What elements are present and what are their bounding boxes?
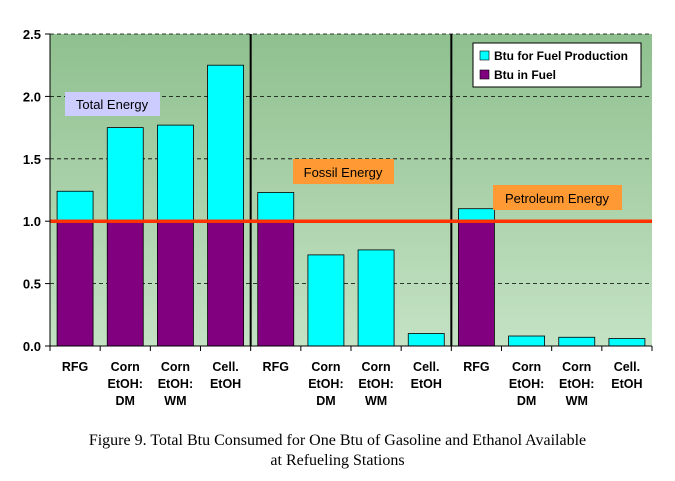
bar-btu-in-fuel	[257, 220, 295, 347]
y-tick-label: 0.0	[23, 339, 41, 354]
x-tick-label: Cell. EtOH	[411, 360, 442, 391]
bar-btu-in-fuel	[207, 220, 244, 347]
y-tick-label: 1.5	[23, 152, 41, 167]
annotation-total-energy: Total Energy	[65, 92, 160, 116]
x-tick-label: Corn EtOH: DM	[108, 360, 143, 408]
bar-btu-in-fuel	[157, 220, 194, 347]
legend-label-fuel: Btu in Fuel	[494, 68, 556, 82]
caption-line-2: at Refueling Stations	[270, 452, 405, 469]
y-tick-label: 1.0	[23, 214, 41, 229]
legend-swatch-fuel	[479, 69, 490, 80]
annotation-petroleum-energy: Petroleum Energy	[493, 185, 622, 210]
legend-label-production: Btu for Fuel Production	[494, 49, 628, 63]
bar-btu-fuel-production	[157, 124, 194, 222]
bar-btu-fuel-production	[458, 208, 495, 222]
bar-btu-in-fuel	[106, 220, 144, 347]
x-tick-label: Corn EtOH: WM	[559, 360, 594, 408]
bar-btu-fuel-production	[207, 64, 244, 222]
figure-caption: Figure 9. Total Btu Consumed for One Btu…	[0, 431, 675, 471]
bar-btu-fuel-production	[56, 190, 94, 222]
x-tick-label: Corn EtOH: WM	[158, 360, 193, 408]
x-tick-label: Corn EtOH: WM	[358, 360, 393, 408]
annotation-fossil-energy: Fossil Energy	[293, 159, 394, 184]
bar-btu-fuel-production	[508, 335, 545, 347]
bar-btu-in-fuel	[56, 220, 94, 347]
legend-swatch-production	[479, 50, 490, 61]
svg-text:Petroleum Energy: Petroleum Energy	[505, 191, 610, 206]
x-tick-label: Cell. EtOH	[611, 360, 642, 391]
x-tick-label: RFG	[62, 360, 88, 374]
x-tick-label: RFG	[463, 360, 489, 374]
bar-btu-fuel-production	[558, 336, 596, 347]
bar-btu-fuel-production	[307, 254, 345, 347]
bar-btu-fuel-production	[357, 249, 395, 347]
bar-btu-in-fuel	[458, 220, 495, 347]
bar-btu-fuel-production	[608, 338, 646, 347]
y-tick-label: 2.5	[23, 27, 41, 42]
y-tick-label: 0.5	[23, 277, 41, 292]
x-tick-label: Corn EtOH: DM	[308, 360, 343, 408]
bar-btu-fuel-production	[257, 192, 295, 222]
bar-btu-fuel-production	[407, 333, 445, 347]
chart: 0.0 0.5 1.0 1.5 2.0 2.5 RFG Corn EtOH: DM Corn EtO…	[23, 27, 653, 408]
x-tick-label: RFG	[263, 360, 289, 374]
y-tick-label: 2.0	[23, 89, 41, 104]
x-tick-label: Cell. EtOH	[210, 360, 241, 391]
legend: Btu for Fuel Production Btu in Fuel	[472, 42, 642, 88]
svg-text:Fossil Energy: Fossil Energy	[304, 165, 383, 180]
caption-line-1: Figure 9. Total Btu Consumed for One Btu…	[88, 432, 587, 449]
svg-text:Total Energy: Total Energy	[76, 97, 149, 112]
x-tick-label: Corn EtOH: DM	[509, 360, 544, 408]
bar-btu-fuel-production	[106, 127, 144, 222]
